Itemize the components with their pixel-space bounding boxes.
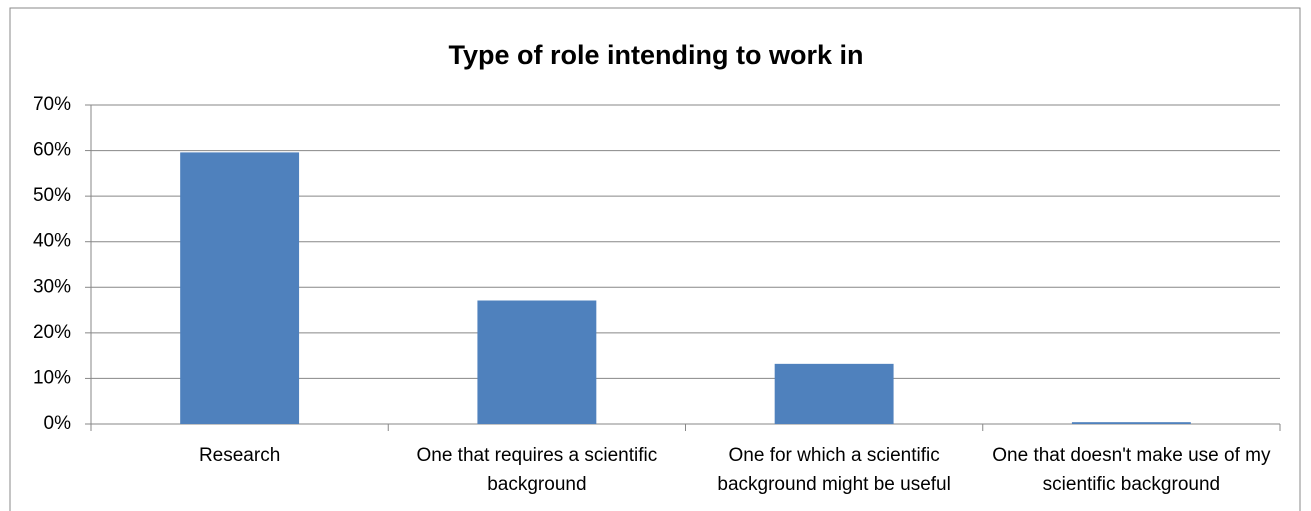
y-tick-label: 70% [33, 94, 71, 115]
x-tick-label: One that requires a scientific backgroun… [416, 445, 658, 495]
y-tick-label: 0% [44, 413, 72, 434]
y-tick-label: 40% [33, 231, 71, 252]
x-tick-label: Research [198, 445, 281, 466]
bar [180, 152, 300, 424]
x-tick-label: One for which a scientific background mi… [717, 445, 951, 495]
bar [1071, 422, 1191, 424]
bar [774, 363, 894, 424]
y-tick-label: 20% [33, 322, 71, 343]
bar [477, 300, 597, 424]
y-tick-label: 30% [33, 276, 71, 297]
chart-title: Type of role intending to work in [449, 40, 864, 70]
y-tick-label: 60% [33, 140, 71, 161]
y-tick-label: 50% [33, 185, 71, 206]
x-tick-label: One that doesn't make use of my scientif… [992, 445, 1271, 495]
y-tick-label: 10% [33, 367, 71, 388]
